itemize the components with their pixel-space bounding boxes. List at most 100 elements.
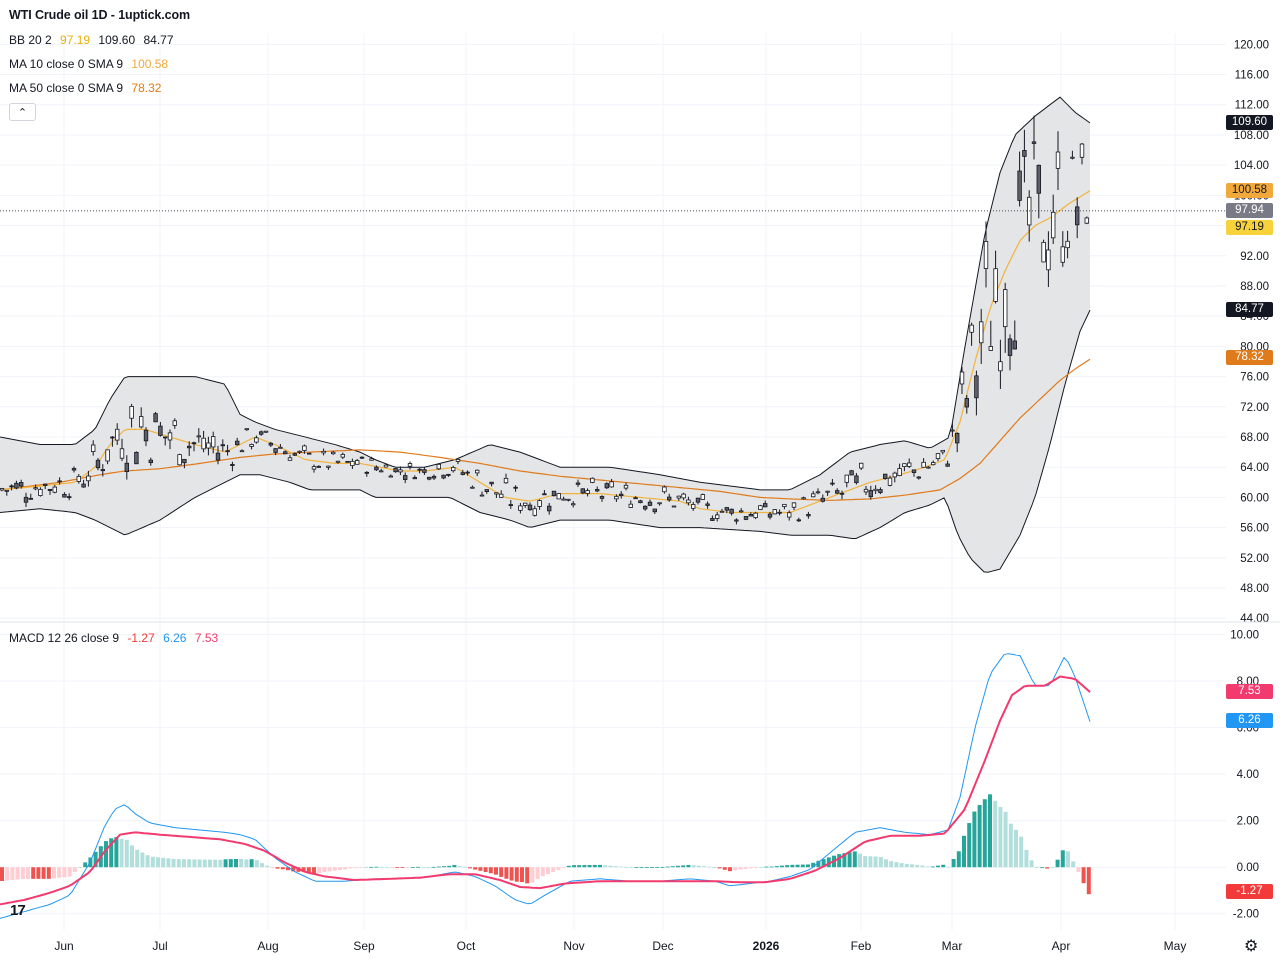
- candle-body: [1055, 151, 1061, 169]
- ma10-legend: MA 10 close 0 SMA 9 100.58: [9, 57, 173, 71]
- candle-body: [835, 490, 840, 494]
- macd-hist-bar: [800, 864, 805, 868]
- candle-body: [484, 489, 489, 492]
- macd-hist-bar: [676, 865, 680, 868]
- candle-body: [1003, 289, 1008, 328]
- candle-body: [556, 493, 561, 500]
- macd-hist-bar: [145, 855, 150, 868]
- collapse-legend-button[interactable]: ⌃: [9, 103, 36, 121]
- candle-body: [436, 463, 441, 470]
- candle-body: [849, 470, 854, 476]
- macd-hist-bar: [743, 867, 748, 869]
- candle-body: [710, 517, 715, 521]
- candle-body: [945, 463, 950, 467]
- macd-hist-bar: [208, 859, 212, 868]
- candle-body: [580, 488, 585, 494]
- candle-body: [715, 514, 720, 519]
- candle-body: [844, 474, 849, 483]
- macd-hist-bar: [691, 865, 696, 868]
- candle-body: [134, 451, 139, 465]
- candle-body: [691, 504, 696, 509]
- x-tick-label: Nov: [563, 939, 584, 953]
- macd-hist-bar: [218, 859, 223, 868]
- candle-body: [763, 503, 768, 508]
- ma10-legend-label: MA 10 close 0 SMA 9: [9, 57, 124, 71]
- macd-hist-bar: [244, 859, 249, 868]
- candle-body: [859, 462, 864, 469]
- macd-hist-bar: [213, 859, 218, 868]
- macd-hist-bar: [514, 867, 519, 882]
- candle-body: [551, 490, 557, 497]
- candle-body: [1079, 143, 1085, 158]
- candle-body: [263, 430, 269, 433]
- macd-hist-bar: [816, 860, 821, 868]
- candle-body: [619, 493, 624, 497]
- macd-hist-bar: [702, 866, 706, 868]
- candle-body: [460, 472, 465, 475]
- macd-hist-bar: [769, 866, 774, 868]
- candle-body: [1060, 246, 1065, 263]
- macd-hist-bar: [31, 867, 36, 879]
- candle-body: [167, 432, 173, 441]
- candle-body: [950, 429, 955, 432]
- candle-body: [787, 512, 792, 518]
- macd-hist-bar: [535, 867, 540, 879]
- macd-hist-bar: [431, 866, 436, 868]
- candle-body: [172, 420, 177, 426]
- candle-body: [513, 486, 518, 489]
- candle-body: [158, 425, 163, 436]
- candle-body: [455, 459, 461, 462]
- macd-hist-value: -1.27: [127, 631, 155, 645]
- macd-hist-bar: [707, 866, 712, 868]
- candle-body: [1051, 211, 1056, 239]
- macd-hist-bar: [332, 867, 337, 871]
- macd-hist-bar: [556, 867, 561, 871]
- macd-hist-bar: [644, 867, 649, 869]
- candle-body: [67, 496, 72, 499]
- candle-body: [23, 496, 29, 503]
- macd-hist-bar: [239, 858, 244, 868]
- candle-body: [489, 481, 494, 485]
- settings-gear-icon[interactable]: ⚙: [1244, 938, 1259, 955]
- macd-hist-bar: [956, 851, 961, 868]
- bollinger-upper-line: [0, 96, 1091, 491]
- x-tick-label: Sep: [353, 939, 375, 953]
- macd-hist-bar: [462, 867, 467, 868]
- macd-hist-bar: [223, 859, 228, 868]
- macd-hist-bar: [280, 867, 285, 870]
- price-tick-label: 88.00: [1240, 281, 1269, 293]
- macd-hist-bar: [936, 865, 940, 868]
- candle-body: [364, 471, 369, 474]
- price-tick-label: 104.00: [1234, 160, 1269, 172]
- candle-body: [873, 488, 878, 492]
- x-tick-label: Mar: [942, 939, 963, 953]
- candle-body: [911, 469, 917, 473]
- candle-body: [777, 511, 782, 514]
- macd-hist-bar: [504, 867, 509, 879]
- ma50-line: [0, 358, 1091, 501]
- bollinger-lower-line: [0, 309, 1091, 573]
- candle-body: [81, 483, 86, 488]
- candle-body: [955, 432, 960, 444]
- macd-hist-bar: [665, 866, 670, 868]
- macd-hist-bar: [197, 859, 202, 868]
- candle-body: [115, 428, 120, 441]
- candle-body: [854, 475, 859, 484]
- macd-hist-bar: [598, 864, 602, 868]
- candle-body: [388, 475, 393, 478]
- macd-hist-bar: [67, 867, 72, 877]
- macd-hist-bar: [780, 865, 784, 868]
- candle-body: [254, 437, 259, 443]
- candle-body: [201, 437, 206, 450]
- candle-body: [354, 460, 360, 465]
- macd-hist-bar: [291, 867, 296, 872]
- candle-body: [935, 453, 941, 460]
- macd-hist-bar: [1008, 823, 1013, 868]
- macd-hist-bar: [72, 867, 77, 873]
- tradingview-logo[interactable]: 17: [10, 902, 26, 919]
- candle-body: [287, 457, 293, 461]
- macd-hist-bar: [457, 865, 462, 868]
- candle-body: [1036, 164, 1041, 194]
- macd-hist-bar: [15, 867, 20, 880]
